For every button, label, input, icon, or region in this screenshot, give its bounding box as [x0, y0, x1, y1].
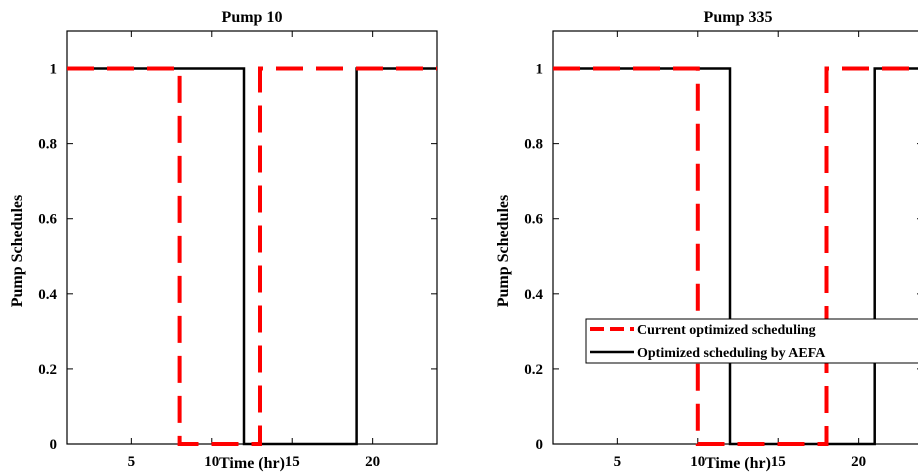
chart-panel-pump-335: 00.20.40.60.815 10 15 20 Pump 335 Pump Sche…	[495, 9, 918, 472]
x-axis-label: Time (hr)	[219, 455, 285, 472]
series-line-current	[553, 66, 918, 446]
series-line-aefa	[553, 67, 918, 446]
x-tick-label: 20	[851, 454, 866, 470]
y-tick-label: 0.4	[524, 287, 543, 303]
y-tick-label: 0.4	[38, 287, 57, 303]
y-tick-label: 0.6	[524, 212, 543, 228]
x-tick-label: 5	[614, 454, 622, 470]
legend-label-aefa: Optimized scheduling by AEFA	[637, 346, 826, 361]
x-tick-label: 15	[285, 454, 300, 470]
y-tick-label: 0.2	[524, 362, 543, 378]
y-tick-label: 0	[50, 437, 58, 453]
series-line-aefa	[67, 67, 437, 446]
y-tick-label: 1	[536, 62, 544, 78]
x-tick-label: 20	[365, 454, 380, 470]
y-axis-label: Pump Schedules	[495, 195, 512, 307]
legend-box	[585, 318, 918, 364]
plot-area-frame	[66, 30, 438, 445]
x-tick-label: 5	[128, 454, 136, 470]
series-line-current	[67, 66, 437, 446]
y-axis-label: Pump Schedules	[9, 195, 26, 307]
x-axis-label: Time (hr)	[705, 455, 771, 472]
y-tick-label: 1	[50, 62, 58, 78]
chart-title: Pump 335	[704, 9, 773, 26]
y-tick-label: 0	[536, 437, 544, 453]
legend: Current optimized scheduling Optimized s…	[585, 318, 918, 364]
y-tick-label: 0.8	[38, 137, 57, 153]
plot-area-frame	[552, 30, 918, 445]
y-tick-label: 0.8	[524, 137, 543, 153]
y-tick-label: 0.6	[38, 212, 57, 228]
x-tick-label: 10	[690, 454, 705, 470]
legend-label-current: Current optimized scheduling	[637, 323, 816, 338]
chart-panel-pump-10: 00.20.40.60.815 10 15 20 Pump 10 Pump Sched…	[9, 9, 438, 472]
x-tick-label: 10	[204, 454, 219, 470]
x-tick-label: 15	[771, 454, 786, 470]
y-tick-label: 0.2	[38, 362, 57, 378]
chart-title: Pump 10	[222, 9, 283, 26]
